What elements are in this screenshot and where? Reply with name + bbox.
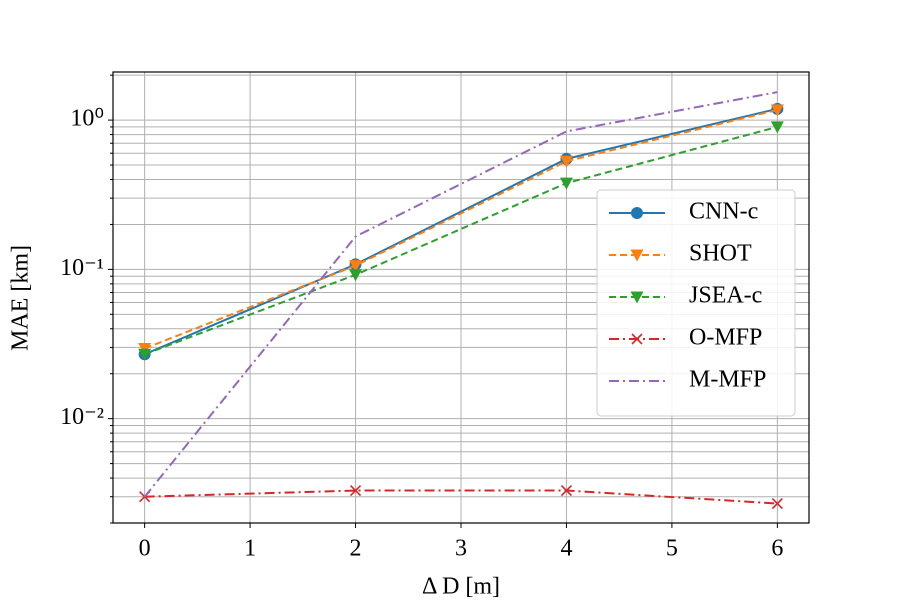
legend-box [596, 189, 796, 417]
y-tick-label: 10⁻² [60, 404, 104, 430]
marker [630, 291, 644, 304]
legend-label: SHOT [689, 241, 752, 267]
x-axis-label: Δ D [m] [422, 574, 500, 600]
legend-label: CNN-c [689, 199, 758, 225]
y-tick-label: 10⁻¹ [60, 255, 104, 281]
marker [349, 269, 363, 282]
x-tick-label: 6 [771, 536, 783, 562]
marker [770, 104, 784, 117]
marker [771, 497, 783, 510]
series-line [144, 107, 778, 356]
legend: CNN-c SHOT JSEA-c O-MFP M-MFP [596, 189, 796, 417]
x-tick-label: 4 [560, 536, 572, 562]
series-line [143, 91, 778, 498]
x-tick-label: 5 [666, 536, 678, 562]
legend-label: JSEA-c [689, 283, 762, 309]
series-line [144, 108, 778, 350]
marker [559, 177, 573, 190]
series-line [144, 125, 778, 356]
legend-label: M-MFP [689, 367, 766, 393]
plot-frame [112, 71, 810, 524]
y-axis-label: MAE [km] [8, 245, 34, 351]
marker [138, 348, 152, 361]
legend-label: O-MFP [689, 325, 762, 351]
marker [630, 249, 644, 262]
series-line [144, 489, 778, 505]
x-tick-label: 2 [350, 536, 362, 562]
y-tick-label: 10⁰ [70, 106, 104, 132]
marker [770, 121, 784, 134]
marker [631, 333, 643, 345]
x-tick-label: 0 [139, 536, 151, 562]
x-tick-label: 3 [455, 536, 467, 562]
marker [631, 207, 643, 219]
marker [559, 155, 573, 168]
x-tick-label: 1 [244, 536, 256, 562]
marker [560, 484, 573, 497]
marker [349, 260, 363, 273]
marker [349, 484, 362, 497]
plot [138, 91, 784, 510]
